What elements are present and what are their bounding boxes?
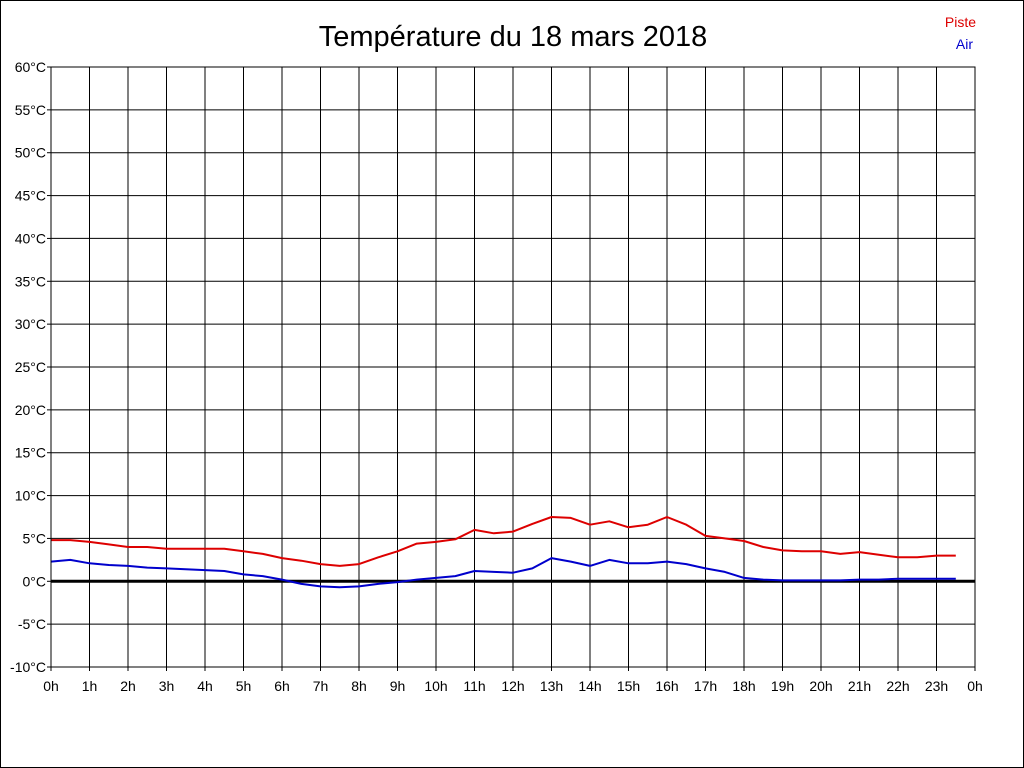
y-tick-label: 25°C: [15, 359, 46, 375]
x-tick-label: 15h: [617, 678, 640, 694]
x-tick-label: 12h: [501, 678, 524, 694]
x-tick-label: 0h: [967, 678, 983, 694]
x-tick-label: 19h: [771, 678, 794, 694]
x-tick-label: 23h: [925, 678, 948, 694]
legend-label-air: Air: [956, 36, 973, 52]
y-tick-label: 20°C: [15, 402, 46, 418]
x-tick-label: 18h: [732, 678, 755, 694]
y-tick-label: -5°C: [18, 616, 46, 632]
y-tick-label: 30°C: [15, 316, 46, 332]
y-tick-label: 0°C: [23, 573, 47, 589]
x-tick-label: 11h: [463, 678, 485, 694]
x-tick-label: 14h: [578, 678, 601, 694]
x-tick-label: 13h: [540, 678, 563, 694]
y-tick-label: 10°C: [15, 488, 46, 504]
y-tick-label: 55°C: [15, 102, 46, 118]
x-tick-label: 0h: [43, 678, 59, 694]
y-tick-label: 60°C: [15, 59, 46, 75]
chart-title: Température du 18 mars 2018: [319, 21, 708, 53]
x-tick-label: 22h: [886, 678, 909, 694]
x-tick-label: 7h: [313, 678, 329, 694]
x-tick-label: 4h: [197, 678, 213, 694]
x-tick-label: 9h: [390, 678, 406, 694]
grid-lines: [51, 67, 975, 667]
x-tick-label: 6h: [274, 678, 290, 694]
y-tick-label: 45°C: [15, 188, 46, 204]
x-tick-label: 20h: [809, 678, 832, 694]
x-tick-label: 3h: [159, 678, 175, 694]
series-lines: [50, 516, 956, 589]
x-tick-label: 21h: [848, 678, 871, 694]
y-tick-label: 5°C: [23, 530, 47, 546]
axis-tick-labels: 60°C 55°C 50°C 45°C 40°C 35°C 30°C 25°C 20°C 15°C…: [10, 59, 983, 694]
x-tick-label: 17h: [694, 678, 717, 694]
y-tick-label: 35°C: [15, 273, 46, 289]
x-tick-label: 10h: [424, 678, 447, 694]
x-tick-label: 8h: [351, 678, 367, 694]
y-tick-label: 15°C: [15, 445, 46, 461]
x-tick-label: 1h: [82, 678, 98, 694]
x-tick-label: 16h: [655, 678, 678, 694]
series-line-piste: [51, 516, 956, 567]
plot-area-border: [50, 66, 976, 668]
y-tick-label: 40°C: [15, 230, 46, 246]
x-tick-label: 5h: [236, 678, 252, 694]
series-line-air: [50, 557, 956, 589]
y-tick-label: 50°C: [15, 145, 46, 161]
legend-label-piste: Piste: [945, 14, 976, 30]
x-tick-label: 2h: [120, 678, 136, 694]
y-tick-label: -10°C: [10, 659, 46, 675]
